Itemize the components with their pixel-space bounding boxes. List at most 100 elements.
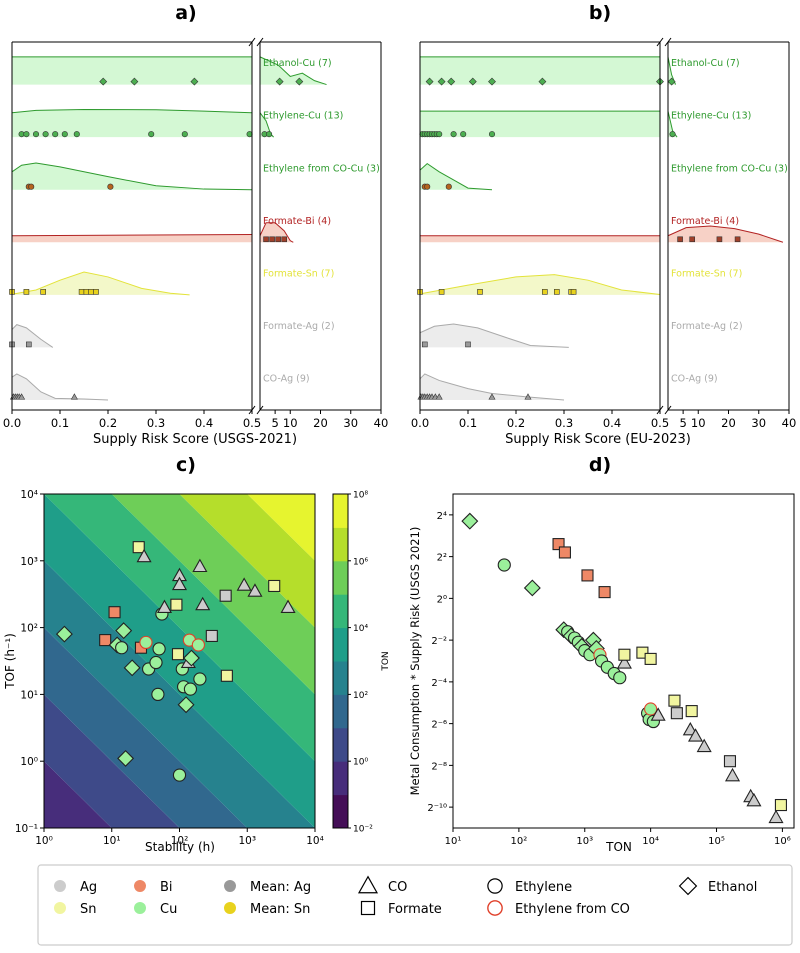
panel-d: d) 10¹ 10² 10³ 10⁴ 10⁵ 10⁶ 2⁴ 2² 2⁰ 2⁻² 2⁻⁴ 2⁻⁶ 2⁻⁸ 2…	[408, 454, 795, 854]
x-tick-label: 0.1	[51, 416, 69, 430]
x-tick-label: 30	[343, 416, 358, 430]
legend-label: Mean: Sn	[250, 902, 310, 917]
colorbar-tick-label: 10⁴	[353, 624, 368, 634]
data-point	[437, 77, 446, 86]
scatter-point	[171, 648, 185, 661]
density-fill-left	[12, 324, 53, 348]
y-tick-label: 2²	[437, 553, 447, 564]
scatter-point	[205, 629, 218, 642]
scatter-point	[183, 682, 198, 696]
data-point	[70, 393, 78, 400]
panel-a-letter: a)	[175, 2, 197, 24]
panel-a-xlabel: Supply Risk Score (USGS-2021)	[93, 432, 297, 447]
data-point	[438, 289, 445, 295]
x-tick-label: 10	[283, 416, 298, 430]
panel-c-ylabel: TOF (h⁻¹)	[3, 633, 17, 690]
legend-swatch	[224, 902, 236, 914]
x-tick-label: 10⁴	[306, 835, 324, 847]
colorbar-segment	[333, 494, 348, 528]
data-point	[669, 131, 676, 138]
y-tick-label: 10³	[20, 556, 38, 568]
colorbar-segment	[333, 627, 348, 662]
density-fill-left	[420, 373, 564, 400]
data-point	[468, 77, 477, 86]
row-label: CO-Ag (9)	[263, 374, 310, 385]
colorbar-tick-label: 10⁸	[353, 491, 368, 501]
panel-b-xlabel: Supply Risk Score (EU-2023)	[505, 432, 691, 447]
scatter-point	[55, 625, 73, 643]
y-tick-label: 2⁻⁴	[431, 678, 447, 689]
scatter-point	[552, 538, 565, 551]
density-line-left	[11, 271, 190, 296]
axis-break-mark	[664, 37, 672, 47]
scatter-point	[99, 634, 112, 647]
x-tick-label: 0.4	[603, 416, 621, 430]
density-line-right	[259, 56, 327, 86]
data-point	[28, 183, 35, 190]
data-point	[488, 77, 496, 86]
scatter-point	[123, 659, 141, 677]
density-line-left	[419, 323, 569, 348]
x-tick-label: 10	[691, 416, 706, 430]
panel-d-letter: d)	[589, 454, 611, 476]
scatter-point	[115, 622, 133, 640]
scatter-point	[558, 546, 571, 559]
data-point	[18, 393, 26, 400]
legend-label: Bi	[160, 880, 173, 895]
scatter-point	[280, 599, 296, 613]
legend-swatch	[487, 900, 503, 916]
data-point	[553, 289, 560, 295]
density-line-left	[419, 373, 565, 401]
data-point	[281, 236, 288, 243]
y-tick-label: 2⁻⁸	[431, 761, 447, 772]
legend-label: Formate	[388, 902, 442, 917]
panel-d-xlabel: TON	[605, 840, 632, 854]
x-tick-label: 10⁰	[35, 835, 53, 847]
scatter-point	[220, 669, 233, 682]
legend-label: Ag	[80, 880, 97, 895]
scatter-point	[136, 548, 152, 563]
x-tick-label: 10¹	[103, 835, 121, 847]
density-fill-left	[420, 274, 660, 295]
data-point	[465, 341, 471, 348]
row-label: Ethylene from CO-Cu (3)	[671, 163, 788, 174]
scatter-point	[177, 696, 195, 714]
scatter-point	[152, 642, 166, 656]
scatter-point	[685, 705, 698, 718]
row-label: Formate-Bi (4)	[671, 216, 739, 227]
density-line-right	[667, 225, 784, 243]
row-label: Ethylene from CO-Cu (3)	[263, 163, 380, 174]
data-point	[266, 131, 273, 138]
axis-break-mark	[256, 37, 264, 47]
x-tick-label: 5	[679, 416, 686, 430]
x-tick-label: 30	[751, 416, 766, 430]
data-point	[425, 77, 434, 86]
scatter-point	[461, 512, 479, 530]
density-line-right	[259, 112, 274, 138]
row-label: Ethylene-Cu (13)	[671, 111, 751, 122]
data-point	[99, 77, 108, 86]
density-fill-left	[420, 323, 569, 348]
x-tick-label: 10³	[576, 836, 593, 847]
scatter-point	[746, 792, 762, 807]
scatter-point	[598, 586, 611, 599]
panel-c-colorbar-label: TON	[381, 651, 391, 671]
scatter-point	[613, 671, 627, 685]
data-point	[667, 77, 676, 86]
colorbar: 10⁻² 10⁰ 10² 10⁴ 10⁶ 10⁸	[332, 491, 373, 835]
colorbar-tick-label: 10²	[353, 691, 368, 701]
data-point	[263, 236, 269, 243]
axis-break-mark	[664, 405, 672, 415]
data-point	[734, 236, 741, 243]
scatter-point	[644, 652, 657, 665]
scatter-point	[581, 569, 594, 582]
x-tick-label: 10²	[511, 836, 528, 847]
contour-band	[247, 494, 315, 561]
density-fill-left	[12, 162, 252, 190]
data-point	[524, 393, 532, 400]
scatter-point	[139, 635, 153, 650]
y-tick-label: 2⁻¹⁰	[427, 803, 447, 814]
x-tick-label: 20	[313, 416, 328, 430]
colorbar-segment	[333, 727, 348, 762]
density-line-right	[259, 222, 294, 243]
